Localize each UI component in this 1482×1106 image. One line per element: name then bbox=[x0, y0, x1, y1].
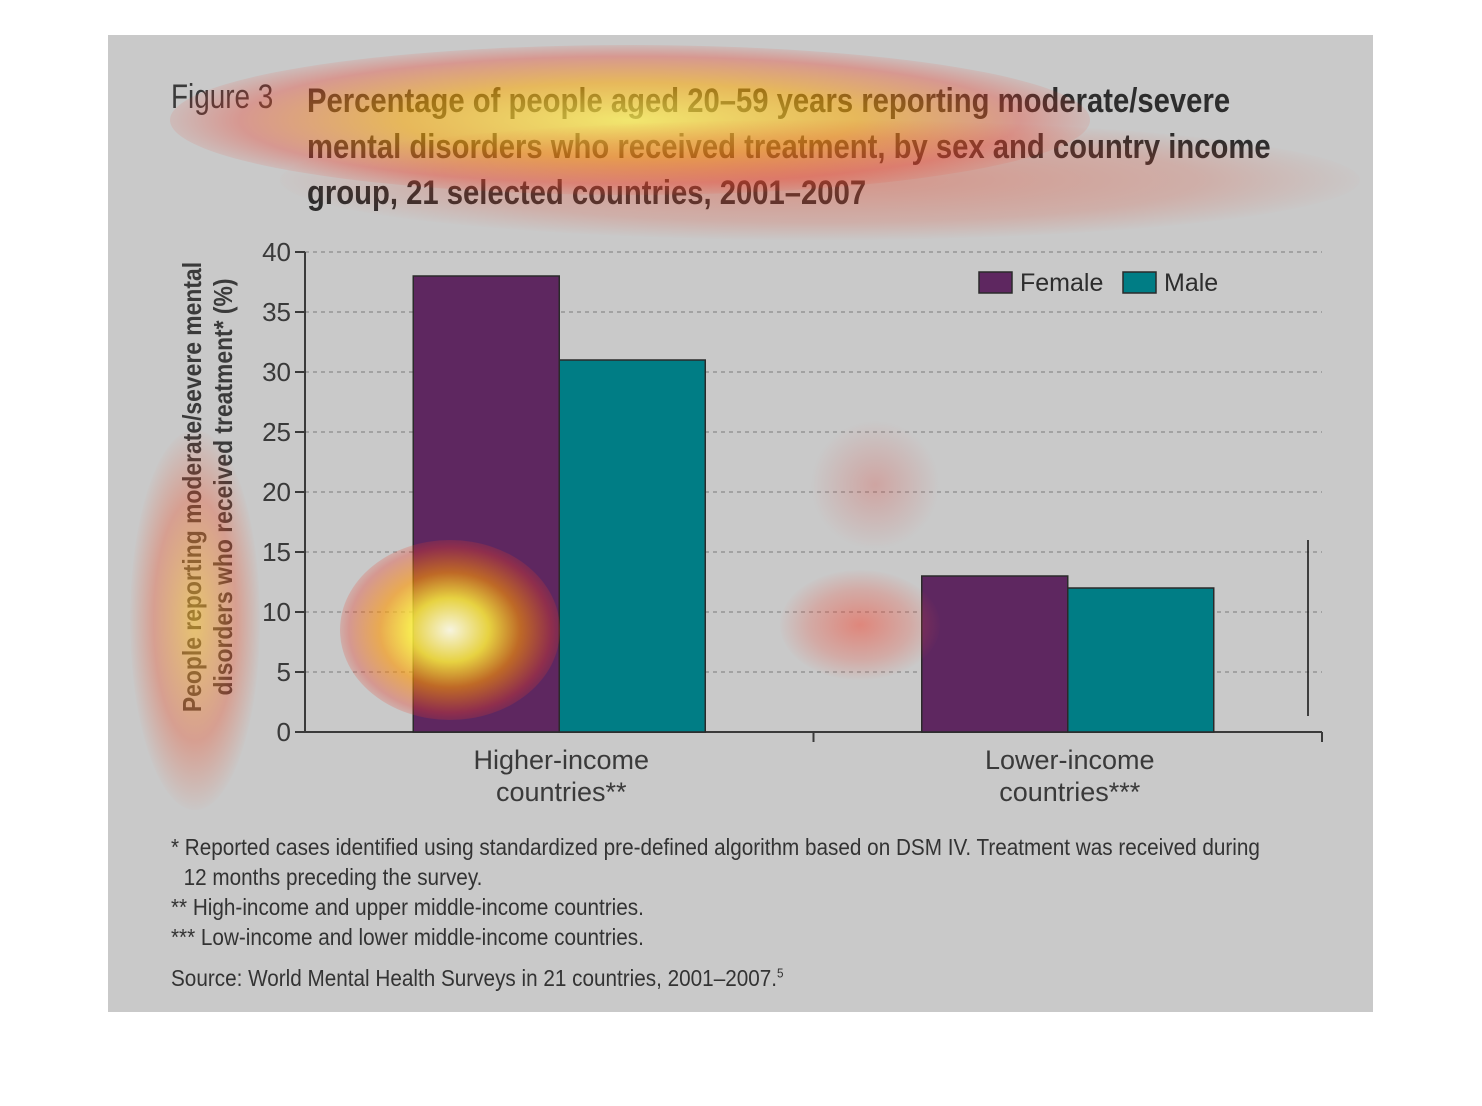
legend-label-male: Male bbox=[1164, 269, 1218, 297]
x-category-label: Higher-income bbox=[473, 745, 649, 775]
y-tick-label: 35 bbox=[262, 297, 291, 327]
y-tick-label: 15 bbox=[262, 537, 291, 567]
figure-panel bbox=[108, 35, 1373, 1012]
x-category-label: Lower-income bbox=[985, 745, 1155, 775]
x-category-label: countries*** bbox=[999, 777, 1141, 807]
footnote-1-line-1: * Reported cases identified using standa… bbox=[171, 834, 1260, 860]
y-tick-label: 20 bbox=[262, 477, 291, 507]
y-tick-label: 30 bbox=[262, 357, 291, 387]
footnote-2: ** High-income and upper middle-income c… bbox=[171, 894, 644, 920]
legend-swatch-female bbox=[978, 271, 1013, 294]
footnotes: * Reported cases identified using standa… bbox=[171, 832, 1371, 952]
source-reference: 5 bbox=[777, 965, 784, 981]
y-tick-label: 40 bbox=[262, 237, 291, 267]
x-category-label: countries** bbox=[496, 777, 627, 807]
legend-label-female: Female bbox=[1020, 269, 1103, 297]
y-tick-label: 5 bbox=[277, 657, 291, 687]
y-tick-label: 25 bbox=[262, 417, 291, 447]
source-line: Source: World Mental Health Surveys in 2… bbox=[171, 965, 784, 992]
legend-swatch-male bbox=[1122, 271, 1157, 294]
y-tick-label: 0 bbox=[277, 717, 291, 747]
bar-female-2 bbox=[921, 575, 1069, 733]
source-text: Source: World Mental Health Surveys in 2… bbox=[171, 965, 778, 991]
footnote-1-line-2: 12 months preceding the survey. bbox=[183, 864, 483, 890]
footnote-3: *** Low-income and lower middle-income c… bbox=[171, 924, 644, 950]
y-tick-label: 10 bbox=[262, 597, 291, 627]
bar-male-2 bbox=[1067, 587, 1215, 733]
bar-female-1 bbox=[412, 275, 560, 733]
bar-male-1 bbox=[558, 359, 706, 733]
